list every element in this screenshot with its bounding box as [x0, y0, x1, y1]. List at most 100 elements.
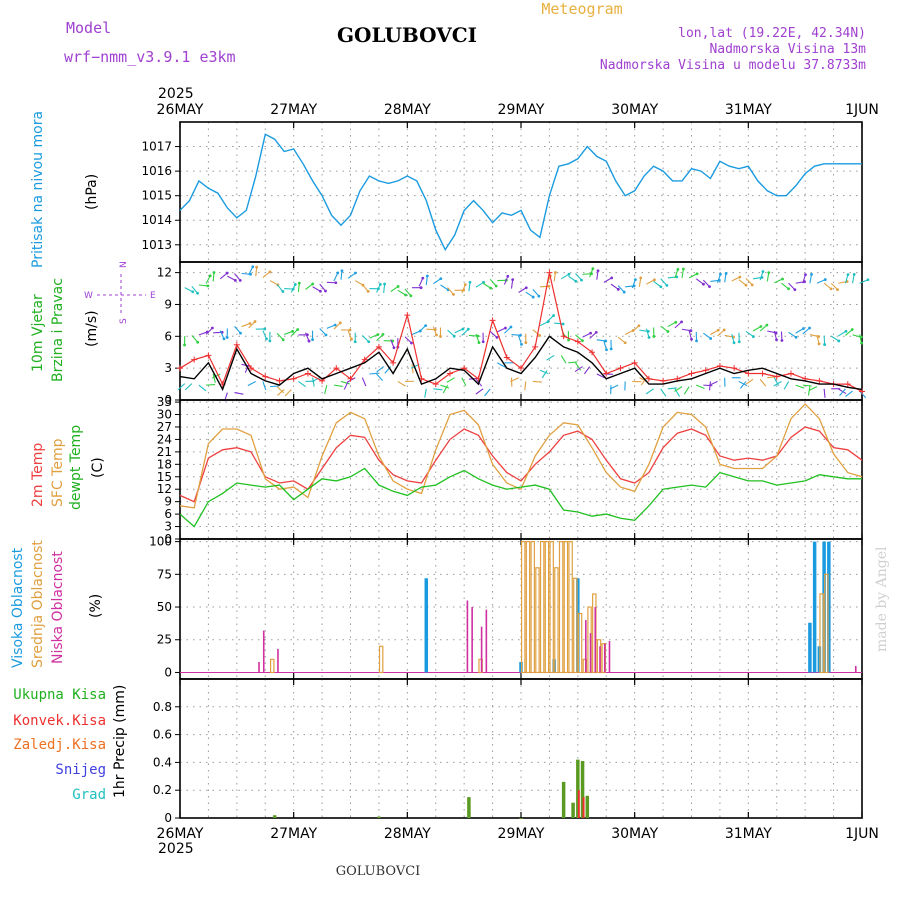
wind-arrow-head	[623, 341, 627, 345]
y-tick-label: 25	[157, 633, 172, 647]
precip-bar-total	[377, 816, 381, 818]
wind-arrow-head	[837, 339, 841, 343]
wind-arrow	[640, 377, 647, 386]
wind-arrow	[461, 377, 467, 386]
wind-arrow-head	[622, 290, 626, 294]
wind-arrow-head	[709, 337, 713, 340]
temp-sfc-label: SFC Temp	[50, 438, 66, 507]
wind-arrow	[609, 384, 619, 390]
cloud-bar-high	[424, 578, 429, 673]
wind-arrow	[596, 339, 606, 342]
wind-arrow	[560, 355, 567, 364]
wind-gust-marker	[844, 381, 851, 388]
wind-arrow-head	[787, 287, 790, 291]
wind-arrow-head	[509, 325, 513, 329]
wind-arrow-head	[452, 334, 456, 338]
lonlat-info: lon,lat (19.22E, 42.34N)	[678, 26, 866, 41]
wind-arrow	[326, 324, 336, 329]
cloud-bar-low	[589, 633, 592, 673]
wind-arrow	[361, 284, 369, 292]
wind-arrow-head	[350, 337, 353, 341]
wind-arrow	[269, 280, 279, 286]
wind-arrow	[638, 277, 642, 287]
wind-gust-marker	[787, 370, 794, 377]
wind-arrow	[446, 377, 455, 383]
wind-arrow	[541, 369, 548, 379]
wind-arrow	[418, 325, 427, 333]
wind-arrow-head	[311, 282, 315, 286]
y-tick-label: 27	[157, 420, 172, 434]
wind-arrow	[759, 378, 767, 387]
wind-arrow	[708, 381, 711, 391]
wind-arrow-head	[589, 331, 592, 335]
wind-arrow	[284, 389, 292, 397]
time-label-top: 27MAY	[270, 102, 317, 118]
y-tick-label: 12	[157, 266, 172, 280]
wind-arrow	[447, 287, 454, 295]
y-tick-label: 24	[157, 432, 172, 446]
wind-gust-marker	[759, 370, 766, 377]
wind-arrow	[333, 322, 341, 330]
wind-arrow	[361, 335, 370, 343]
wind-arrow	[361, 377, 367, 387]
cloud-bar-high	[552, 659, 556, 673]
wind-arrow-head	[183, 343, 186, 347]
wind-arrow	[717, 329, 725, 337]
wind-arrow-head	[561, 322, 565, 326]
wind-arrow	[709, 380, 718, 386]
wind-arrow	[645, 388, 654, 395]
wind-arrow-head	[293, 283, 297, 286]
wind-arrow	[298, 380, 307, 388]
wind-arrow	[198, 384, 207, 392]
wind-arrow-head	[504, 326, 507, 330]
wind-arrow-head	[468, 280, 472, 284]
wind-arrow-head	[574, 279, 578, 283]
wind-arrow-head	[196, 340, 200, 344]
wind-arrow	[219, 272, 228, 280]
cloud-bar-mid	[530, 541, 535, 674]
wind-arrow	[816, 334, 820, 344]
wind-arrow-head	[724, 272, 728, 275]
wind-arrow	[290, 329, 299, 337]
wind-arrow-head	[495, 336, 499, 339]
wind-arrow-head	[823, 278, 827, 281]
wind-arrow	[603, 277, 612, 283]
compass-north: N	[119, 261, 129, 268]
wind-arrow	[674, 321, 682, 329]
pressure-unit: (hPa)	[84, 174, 100, 210]
wind-arrow-head	[461, 327, 465, 331]
wind-title-1: 10m Vjetar	[30, 294, 46, 372]
wind-arrow-head	[296, 328, 300, 331]
wind-arrow-head	[477, 341, 481, 344]
cloud-bar-high	[576, 578, 580, 673]
wind-arrow-head	[846, 273, 850, 276]
wind-arrow	[554, 322, 564, 325]
precip-bar-total	[576, 759, 580, 818]
wind-arrow-head	[547, 284, 551, 288]
wind-gust-marker	[773, 373, 780, 380]
wind-arrow-head	[823, 343, 827, 346]
wind-arrow-head	[653, 278, 656, 282]
wind-arrow-head	[610, 276, 614, 280]
wind-arrow	[532, 380, 542, 383]
wind-gust-marker	[177, 365, 183, 372]
wind-arrow	[510, 279, 514, 289]
cloud-bar-mid	[558, 541, 564, 674]
wind-gust-marker	[731, 365, 738, 372]
cloud-bar-mid	[378, 645, 384, 674]
wind-arrow	[667, 321, 676, 328]
wind-arrow	[731, 333, 735, 343]
wind-arrow	[433, 388, 443, 391]
wind-arrow	[745, 330, 754, 338]
wind-arrow-head	[616, 287, 620, 291]
wind-arrow	[795, 384, 805, 389]
wind-gust-marker	[233, 341, 240, 348]
wind-arrow	[645, 328, 650, 338]
cloud-bar-low	[599, 646, 601, 673]
wind-arrow-head	[767, 271, 771, 274]
footer-location: GOLUBOVCI	[336, 864, 421, 879]
wind-arrow-head	[409, 294, 413, 298]
wind-arrow	[788, 331, 797, 338]
wind-arrow	[312, 377, 315, 387]
